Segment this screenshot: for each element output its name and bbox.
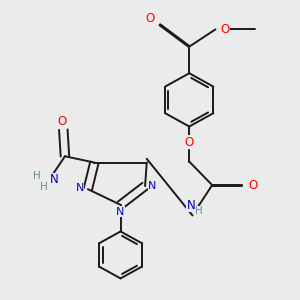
Text: N: N [148, 181, 157, 191]
Text: H: H [40, 182, 47, 192]
Text: N: N [76, 183, 84, 193]
Text: O: O [184, 136, 194, 149]
Text: N: N [50, 173, 58, 186]
Text: N: N [187, 199, 195, 212]
Text: N: N [116, 207, 125, 217]
Text: O: O [57, 115, 66, 128]
Text: H: H [33, 171, 41, 181]
Text: O: O [248, 178, 258, 192]
Text: H: H [195, 206, 203, 216]
Text: O: O [220, 23, 230, 36]
Text: O: O [146, 12, 154, 25]
